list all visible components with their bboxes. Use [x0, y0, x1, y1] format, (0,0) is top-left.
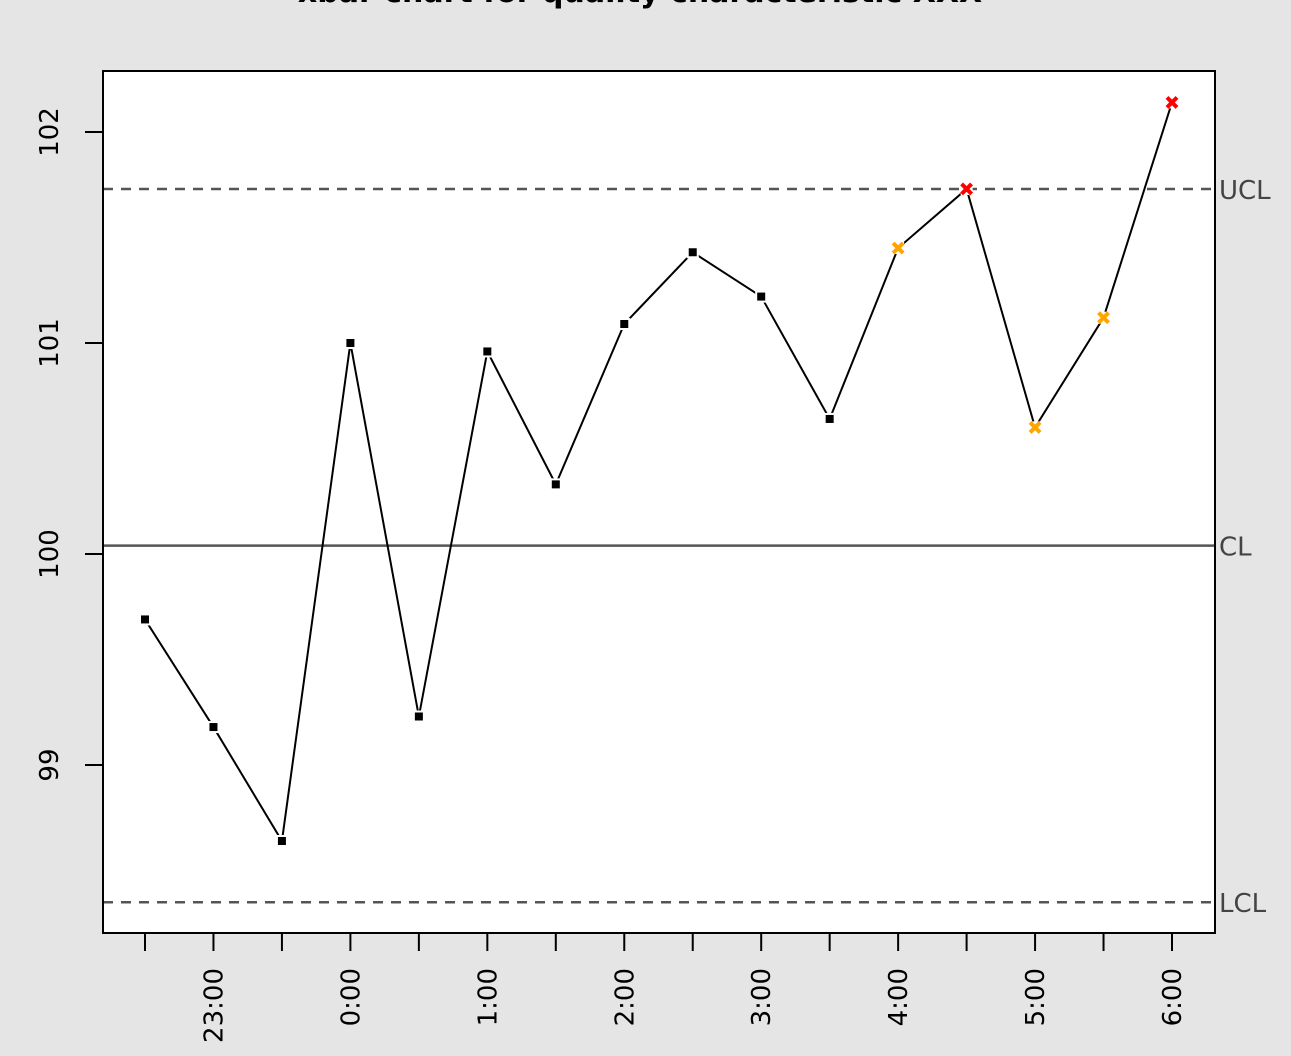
point: [960, 182, 974, 196]
point: [483, 347, 492, 356]
x-tick-label: 1:00: [473, 968, 503, 1026]
y-tick-label: 100: [35, 529, 65, 579]
point: [620, 320, 629, 329]
point: [414, 712, 423, 721]
point: [891, 241, 905, 255]
point: [757, 292, 766, 301]
plot: 99 100 101 102 UCL CL LCL 23:00 0:00 1:00 2:00 3:00…: [35, 96, 1271, 1043]
point: [346, 338, 355, 347]
point: [141, 615, 149, 624]
x-tick-label: 2:00: [610, 968, 640, 1026]
point: [277, 836, 286, 845]
point: [551, 480, 560, 489]
plot-area: [103, 71, 1215, 933]
chart-title: xbar chart for quality characteristic XX…: [298, 0, 982, 10]
point: [1165, 96, 1179, 109]
point: [825, 414, 834, 423]
point: [1028, 420, 1042, 434]
x-tick-label: 23:00: [199, 968, 229, 1043]
y-tick-label: 99: [35, 748, 65, 781]
x-tick-label: 3:00: [747, 968, 777, 1026]
point: [209, 723, 218, 732]
control-line-label: LCL: [1219, 889, 1267, 919]
point: [688, 248, 697, 257]
plot-border: [102, 70, 1216, 934]
y-tick-label: 102: [35, 107, 65, 157]
x-tick-label: 0:00: [336, 968, 366, 1026]
x-tick-label: 4:00: [884, 968, 914, 1026]
control-line-label: CL: [1219, 533, 1252, 563]
control-line-label: UCL: [1219, 176, 1271, 206]
series-line: [144, 102, 1173, 844]
x-tick-label: 5:00: [1021, 968, 1051, 1026]
point: [1097, 311, 1110, 325]
y-tick-label: 101: [35, 318, 65, 368]
x-tick-label: 6:00: [1158, 968, 1188, 1026]
